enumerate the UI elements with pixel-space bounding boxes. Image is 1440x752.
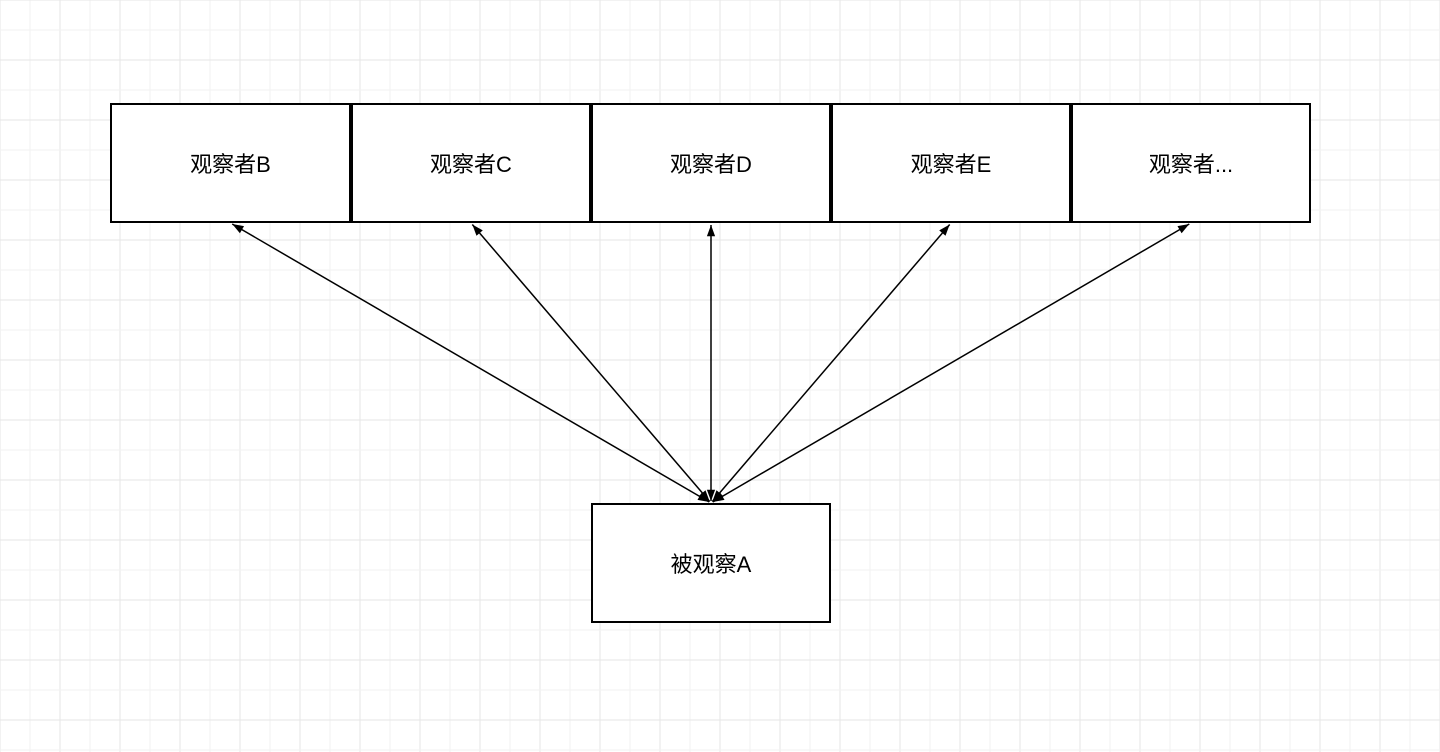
diagram-canvas: 观察者B 观察者C 观察者D 观察者E 观察者... 被观察A xyxy=(0,0,1440,752)
node-obsE: 观察者E xyxy=(831,103,1071,223)
node-label: 观察者E xyxy=(911,147,992,179)
node-label: 观察者C xyxy=(430,147,512,179)
node-obsMore: 观察者... xyxy=(1071,103,1311,223)
node-subjectA: 被观察A xyxy=(591,503,831,623)
node-label: 观察者... xyxy=(1149,147,1233,179)
node-obsB: 观察者B xyxy=(110,103,351,223)
node-obsC: 观察者C xyxy=(351,103,591,223)
node-label: 观察者D xyxy=(670,147,752,179)
node-label: 被观察A xyxy=(671,547,752,579)
node-obsD: 观察者D xyxy=(591,103,831,223)
node-label: 观察者B xyxy=(190,147,271,179)
